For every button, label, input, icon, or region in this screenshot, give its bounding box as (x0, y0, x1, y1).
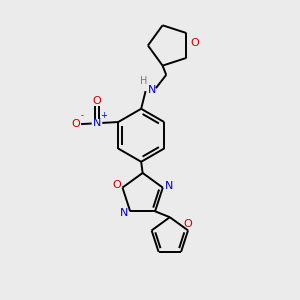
Text: N: N (165, 181, 173, 191)
Text: N: N (93, 118, 101, 128)
Text: O: O (93, 96, 101, 106)
Text: +: + (100, 111, 107, 120)
Text: H: H (140, 76, 147, 86)
Text: O: O (71, 119, 80, 129)
Text: N: N (148, 85, 156, 94)
Text: O: O (191, 38, 200, 47)
Text: O: O (112, 180, 121, 190)
Text: -: - (81, 111, 84, 120)
Text: N: N (119, 208, 128, 218)
Text: O: O (183, 219, 192, 229)
